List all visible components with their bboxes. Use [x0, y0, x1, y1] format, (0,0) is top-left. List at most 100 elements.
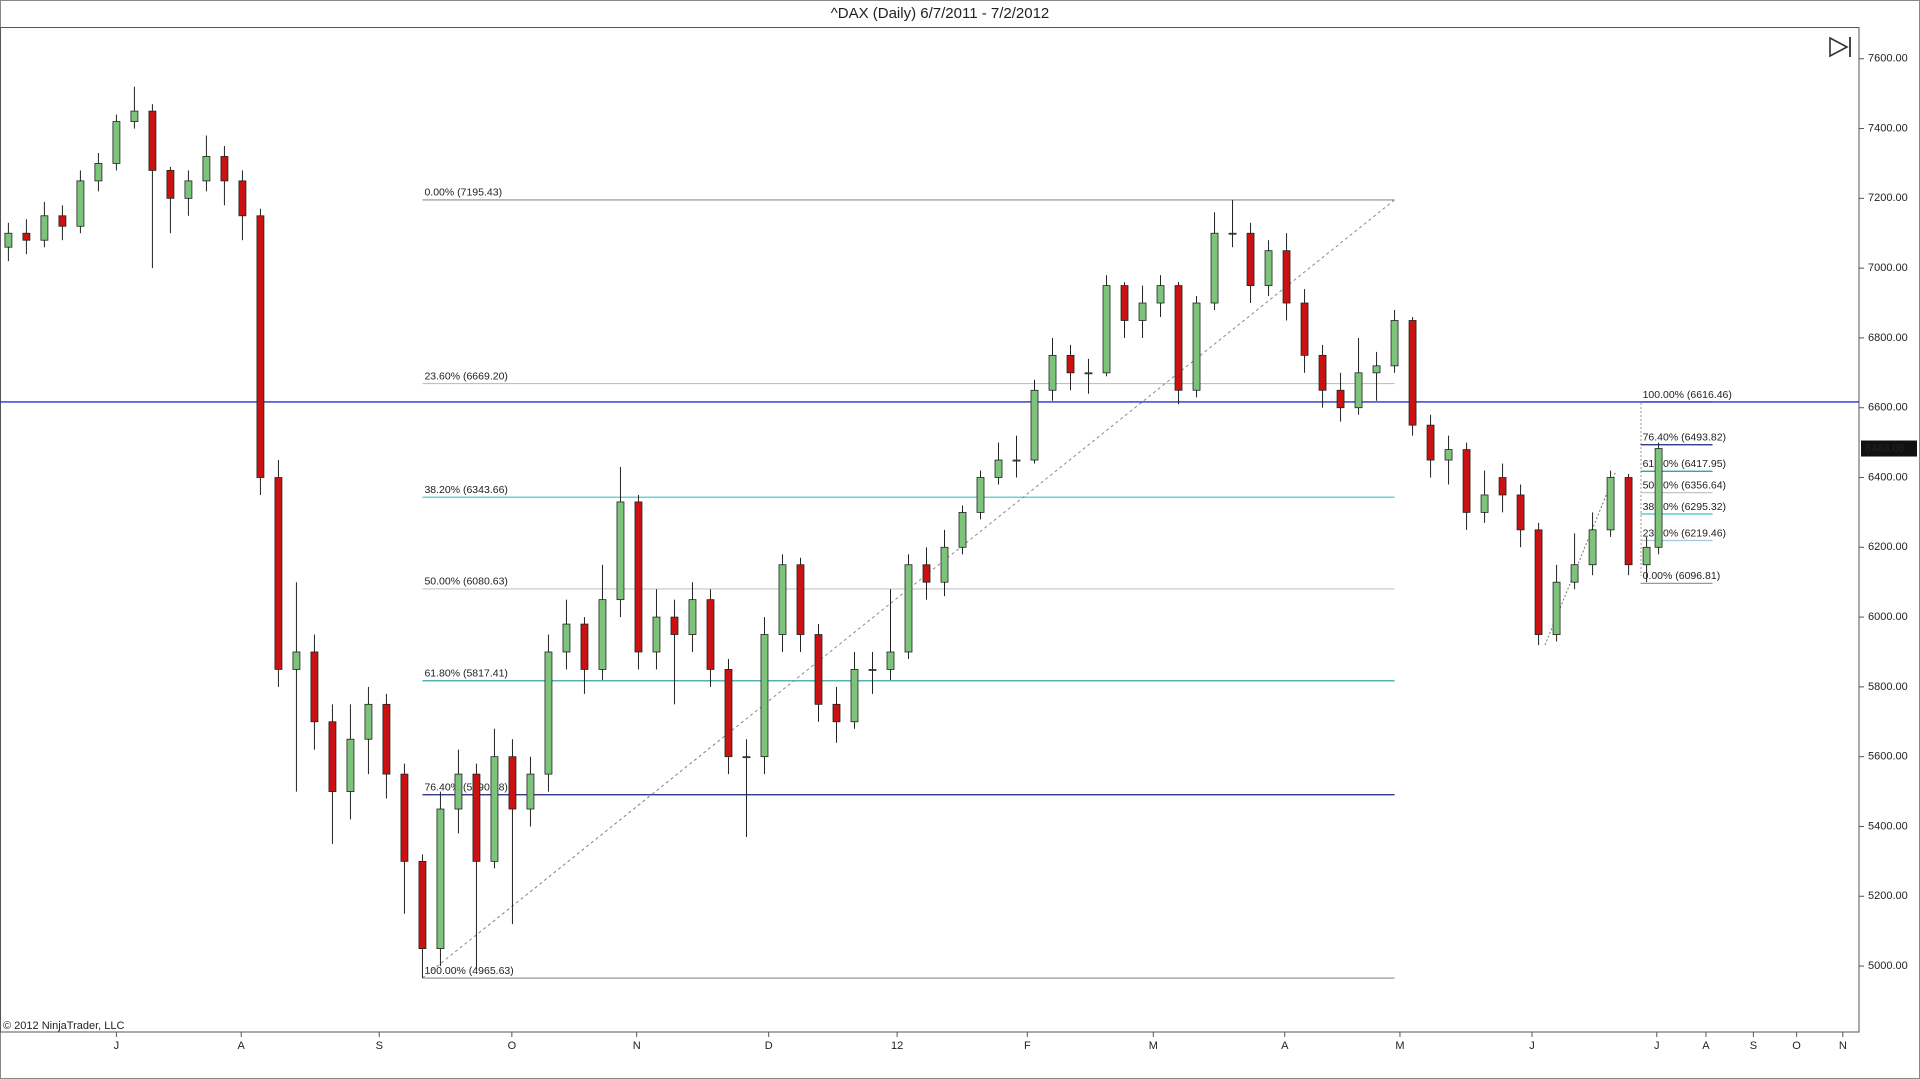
candle-body	[382, 703, 391, 775]
candle-body	[814, 634, 823, 705]
y-tick-label: 5000.00	[1868, 960, 1908, 972]
candle-body	[778, 564, 787, 635]
candle-body	[1372, 365, 1381, 374]
y-tick-label: 5400.00	[1868, 820, 1908, 832]
candle-body	[1642, 546, 1651, 566]
candle-body	[184, 180, 193, 199]
x-tick-label: J	[114, 1040, 120, 1052]
candle-body	[886, 651, 895, 670]
candle-body	[490, 756, 499, 862]
candle-body	[1654, 448, 1663, 548]
x-tick-label: O	[1792, 1040, 1801, 1052]
y-tick-label: 5800.00	[1868, 681, 1908, 693]
candle-body	[994, 459, 1003, 478]
candle-body	[112, 121, 121, 164]
candle-body	[418, 860, 427, 949]
candle-body	[1228, 232, 1237, 235]
y-tick-label: 5200.00	[1868, 890, 1908, 902]
candle-body	[976, 477, 985, 513]
candle-body	[1210, 232, 1219, 304]
fib-label: 23.60% (6219.46)	[1643, 527, 1726, 539]
candle-body	[94, 163, 103, 182]
candle-body	[1246, 232, 1255, 286]
candle-body	[472, 773, 481, 862]
candle-body	[1480, 494, 1489, 513]
go-to-end-icon[interactable]	[1829, 36, 1851, 58]
x-tick-label: A	[238, 1040, 246, 1052]
candles	[4, 86, 1663, 978]
candle-body	[1462, 449, 1471, 513]
x-tick-label: O	[508, 1040, 517, 1052]
candle-body	[670, 616, 679, 635]
y-tick-label: 7600.00	[1868, 53, 1908, 65]
candle-body	[1354, 372, 1363, 409]
candle-body	[1552, 581, 1561, 635]
candle-body	[1426, 424, 1435, 461]
fib-label: 50.00% (6080.63)	[424, 576, 507, 588]
y-tick-label: 7000.00	[1868, 262, 1908, 274]
x-tick-label: S	[376, 1040, 383, 1052]
candle-body	[1516, 494, 1525, 531]
small-fib-trend	[1544, 470, 1617, 646]
candle-body	[1300, 302, 1309, 356]
candle-body	[202, 156, 211, 182]
x-tick-label: M	[1149, 1040, 1158, 1052]
y-tick-label: 6800.00	[1868, 332, 1908, 344]
candle-body	[508, 756, 517, 810]
last-price-label: 6483.06	[1865, 442, 1905, 454]
candle-body	[292, 651, 301, 670]
candle-body	[130, 110, 139, 122]
candle-body	[1444, 449, 1453, 461]
plot-border	[0, 27, 1860, 1033]
candle-body	[868, 669, 877, 671]
candle-body	[1264, 250, 1273, 286]
last-price-tag	[1861, 440, 1917, 457]
x-tick-label: N	[633, 1040, 641, 1052]
fib-label: 38.20% (6343.66)	[424, 484, 507, 496]
candle-body	[526, 773, 535, 810]
candle-body	[760, 634, 769, 758]
fib-label: 38.20% (6295.32)	[1643, 501, 1726, 513]
candle-body	[1048, 354, 1057, 391]
candle-body	[598, 599, 607, 670]
candle-body	[238, 180, 247, 217]
candle-body	[1174, 285, 1183, 391]
x-tick-label: J	[1654, 1040, 1660, 1052]
candle-body	[580, 623, 589, 670]
candle-body	[1498, 477, 1507, 496]
copyright: © 2012 NinjaTrader, LLC	[3, 1020, 124, 1032]
y-tick-label: 6400.00	[1868, 471, 1908, 483]
candle-body	[1066, 354, 1075, 374]
candle-body	[616, 501, 625, 601]
candle-body	[1030, 389, 1039, 461]
candle-body	[310, 651, 319, 723]
candle-body	[436, 808, 445, 949]
candle-body	[1570, 564, 1579, 583]
candle-body	[1390, 320, 1399, 367]
candle-body	[364, 703, 373, 740]
x-tick-label: A	[1702, 1040, 1710, 1052]
candle-body	[688, 599, 697, 635]
candle-body	[1102, 285, 1111, 374]
x-tick-label: F	[1024, 1040, 1031, 1052]
candle-body	[796, 564, 805, 635]
x-tick-label: M	[1395, 1040, 1404, 1052]
candle-body	[832, 703, 841, 723]
fib-label: 0.00% (7195.43)	[424, 187, 502, 199]
candle-body	[742, 756, 751, 759]
candle-body	[454, 773, 463, 810]
candle-body	[724, 669, 733, 758]
candle-body	[1138, 302, 1147, 321]
x-tick-label: A	[1281, 1040, 1289, 1052]
candle-body	[22, 232, 31, 241]
candle-body	[1408, 320, 1417, 426]
candle-body	[166, 170, 175, 199]
candle-body	[850, 669, 859, 723]
fib-label: 50.00% (6356.64)	[1643, 479, 1726, 491]
y-tick-label: 6600.00	[1868, 402, 1908, 414]
candle-body	[4, 232, 13, 248]
x-tick-label: S	[1750, 1040, 1757, 1052]
candle-body	[652, 616, 661, 653]
y-tick-label: 7200.00	[1868, 192, 1908, 204]
